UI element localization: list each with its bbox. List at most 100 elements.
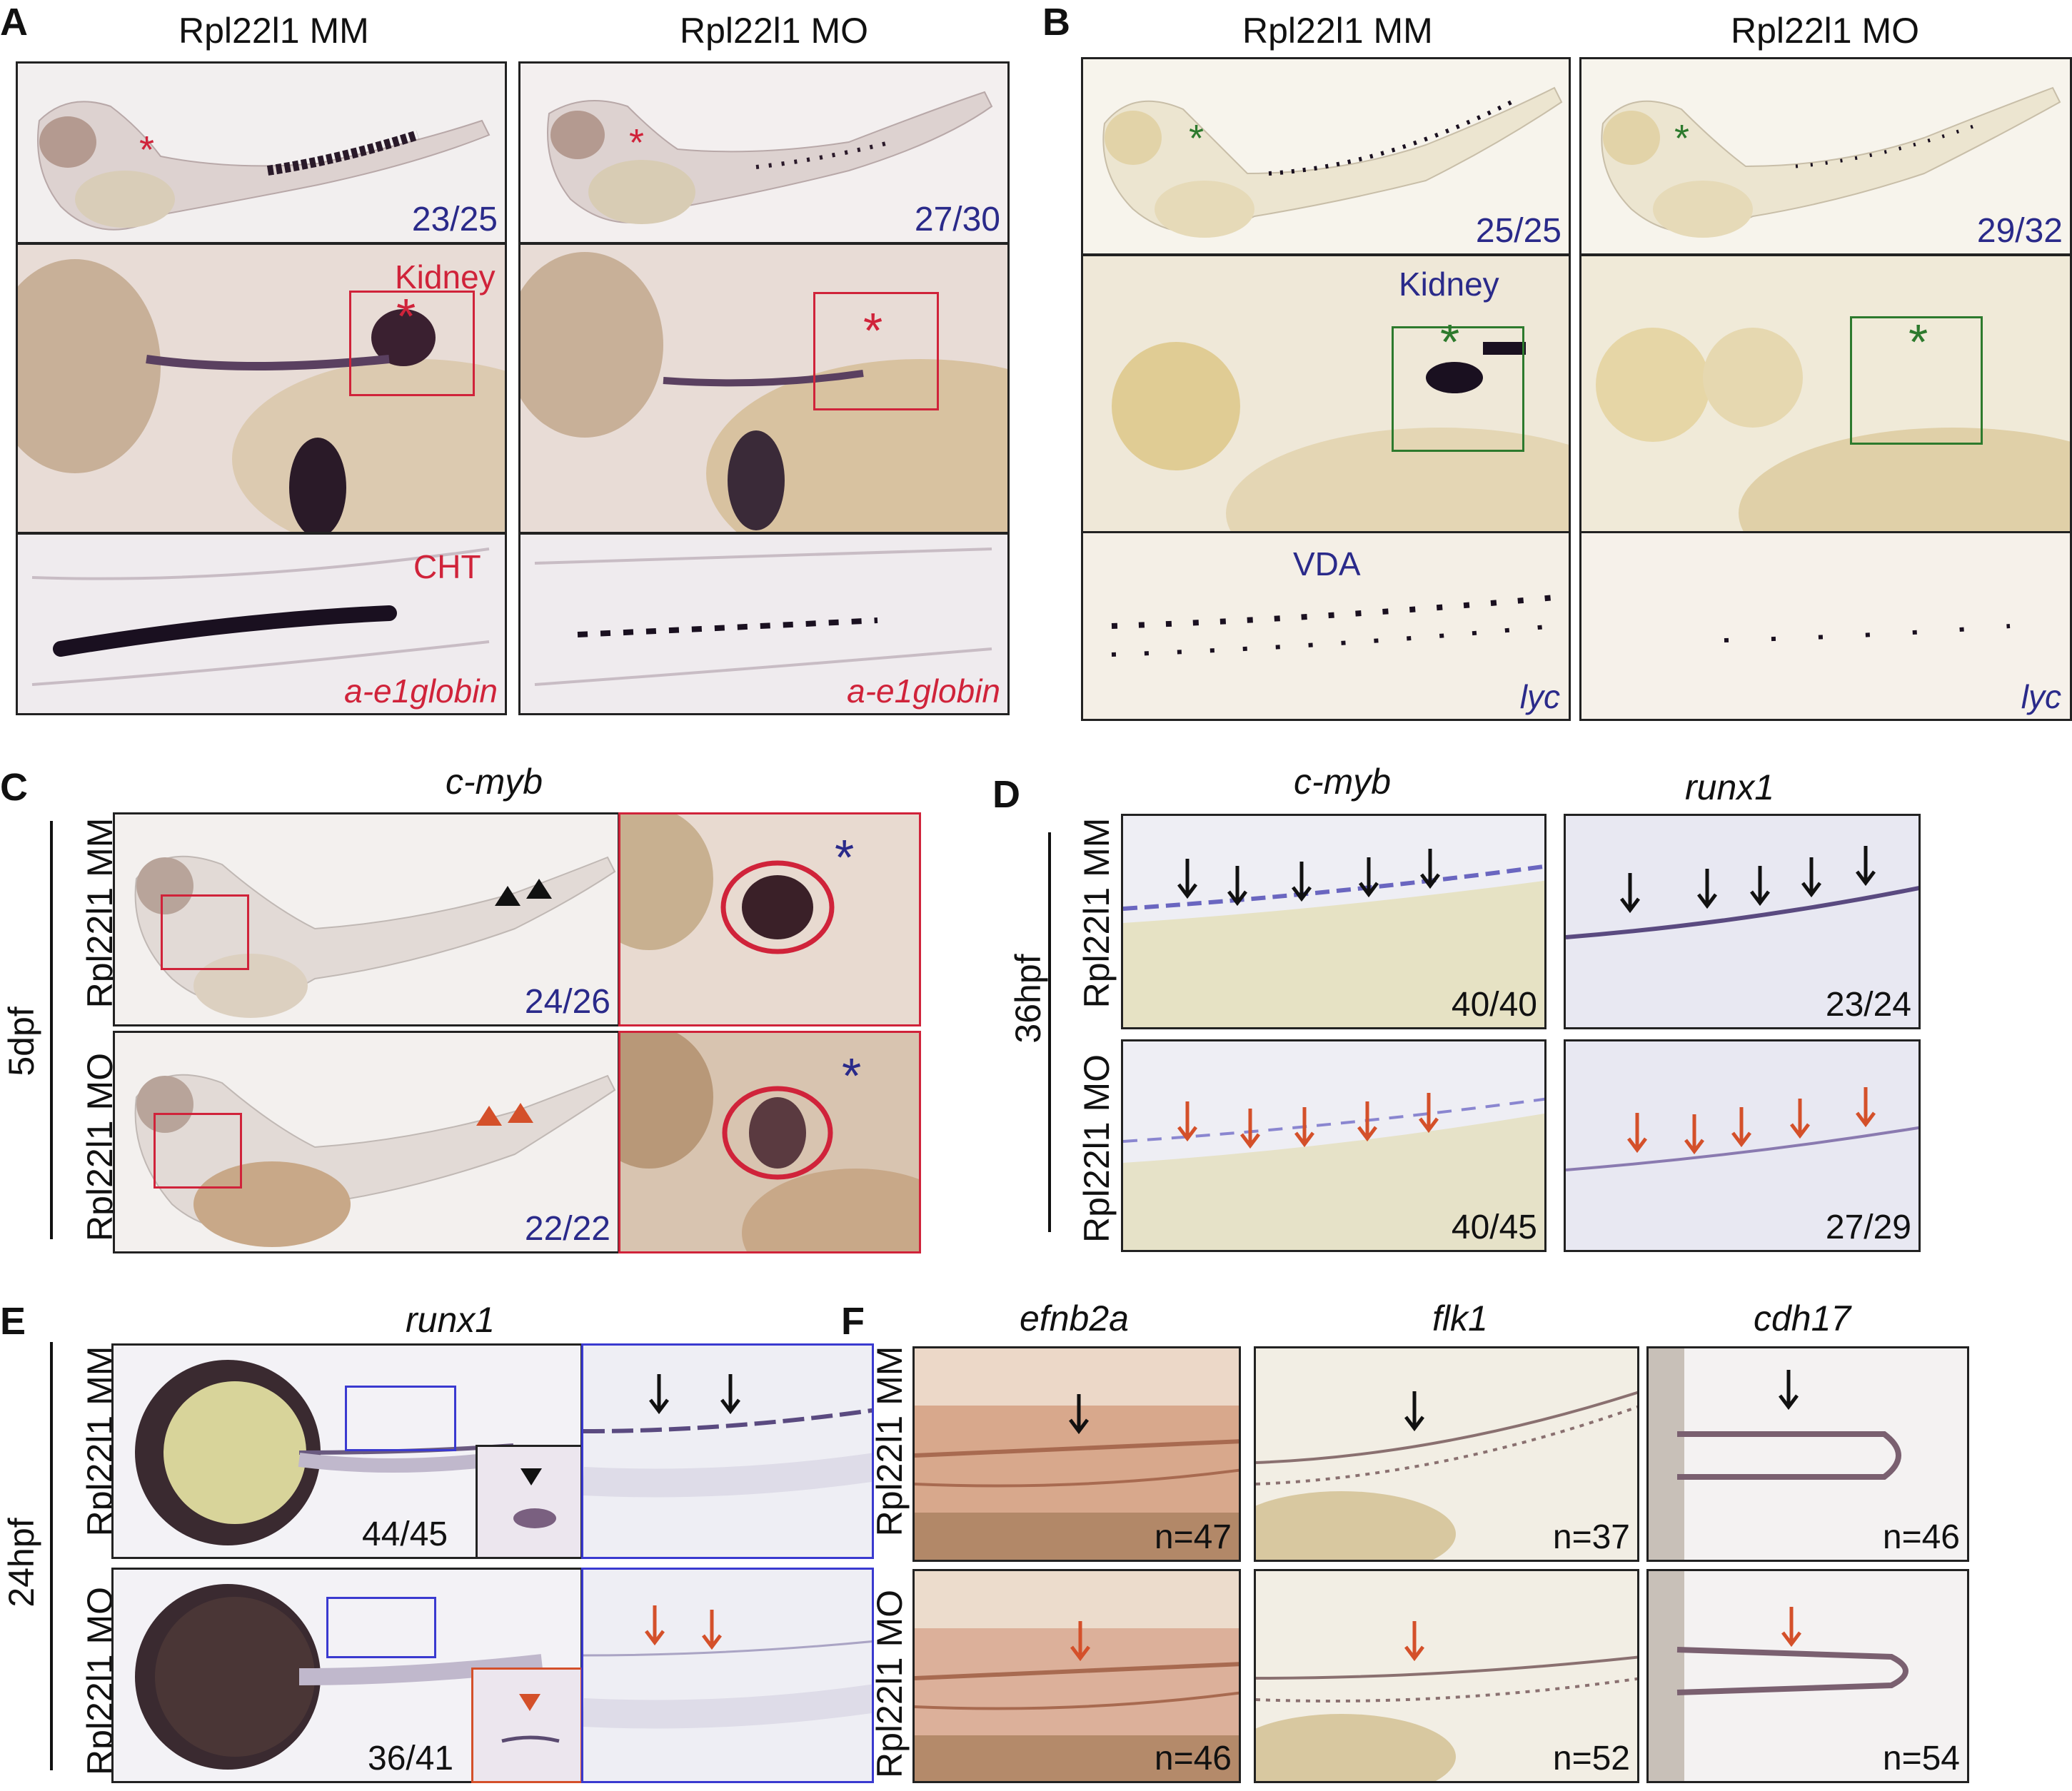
flk1-drawing-f-mm [1256,1391,1637,1560]
arrowhead [495,886,520,906]
cdh17-drawing-f-mo [1649,1571,1908,1781]
gene-label: lyc [2021,678,2061,715]
panel-letter-f: F [841,1300,865,1343]
region-box [154,1113,242,1189]
star-marker: * [396,288,416,344]
kidney-highlight-box [1392,326,1524,452]
embryo-drawing-b-mm [1102,86,1563,238]
kidney-closeup-a-mm: Kidney * [16,243,507,534]
flk1-image-f-mm: n=37 [1254,1346,1639,1562]
n-label: n=37 [1552,1518,1630,1556]
cht-drawing-a-mm [31,548,490,686]
embryo-drawing-a-mo [547,91,993,224]
gene-title-e: runx1 [406,1300,496,1340]
kidney-closeup-b-mo: * [1579,254,2072,534]
vda-drawing-b-mo [1724,624,2011,642]
gene-title-f1: efnb2a [1020,1298,1129,1338]
kidney-drawing-b-mo [1596,328,2070,532]
row-label-d-mm: Rpl22l1 MM [1077,817,1117,1009]
cmyb-image-d-mm: 40/40 [1121,814,1547,1029]
gene-label: a-e1globin [344,672,498,710]
fraction-label: 29/32 [1976,212,2063,250]
arrowhead [508,1103,533,1123]
kidney-highlight-box [349,291,475,396]
efnb2a-image-f-mm: n=47 [912,1346,1241,1562]
panel-letter-a: A [0,1,28,44]
arrowhead [476,1106,502,1126]
cht-image-a-mo: a-e1globin [518,533,1010,715]
cht-label: CHT [413,548,481,585]
row-divider-line [50,1342,53,1770]
kidney-highlight-box [1850,316,1983,445]
runx1-drawing-d-mm [1566,846,1918,939]
arrowhead [520,1468,542,1485]
closeup-drawing-e-mm [583,1374,872,1498]
cdh17-image-f-mo: n=54 [1646,1569,1969,1783]
cht-drawing-a-mo [534,548,992,686]
region-box [161,894,249,970]
flk1-image-f-mo: n=52 [1254,1569,1639,1783]
embryo-drawing-b-mo [1601,86,2061,238]
fraction-label: 27/29 [1825,1209,1911,1246]
vda-label: VDA [1293,545,1361,582]
runx1-drawing-d-mo [1566,1087,1918,1171]
vda-image-b-mm: VDA lyc [1081,531,1571,721]
closeup-drawing-c-mm [620,814,835,954]
cmyb-image-d-mo: 40/45 [1121,1039,1547,1252]
kidney-label: Kidney [395,258,496,296]
embryo-drawing-e-mo [135,1584,543,1770]
gene-label: lyc [1519,678,1560,715]
star-marker: * [629,121,645,164]
efnb2a-drawing-f-mm [915,1348,1239,1560]
embryo-drawing-c-mm [134,855,616,1018]
gene-title-d2: runx1 [1685,767,1775,807]
embryo-image-b-mm: * 25/25 [1081,57,1571,256]
gene-label: a-e1globin [847,672,1000,710]
row-label-f-mm: Rpl22l1 MM [870,1346,910,1537]
runx1-image-d-mo: 27/29 [1564,1039,1921,1252]
row-label-f-mo: Rpl22l1 MO [870,1590,910,1778]
arrowhead [526,879,552,899]
kidney-closeup-a-mo: * [518,243,1010,534]
arrowhead [519,1694,540,1711]
row-divider-line [1048,832,1051,1232]
fraction-label: 36/41 [368,1740,454,1777]
embryo-drawing-a-mm [37,101,491,231]
n-label: n=47 [1154,1518,1232,1556]
region-box [345,1386,456,1451]
fraction-label: 40/45 [1451,1209,1537,1246]
panel-letter-c: C [0,766,28,809]
embryo-image-c-mo: 22/22 [113,1031,620,1253]
closeup-drawing-e-mo [583,1605,872,1729]
gene-title-f2: flk1 [1432,1298,1488,1338]
star-marker: * [1674,117,1690,160]
fraction-label: 23/25 [411,201,498,238]
stage-label-c: 5dpf [1,1007,41,1076]
cmyb-drawing-d-mo [1123,1093,1544,1250]
col-label-b-mm: Rpl22l1 MM [1242,11,1433,51]
closeup-c-mo: * [618,1031,921,1253]
embryo-image-b-mo: * 29/32 [1579,57,2072,256]
inset-e-mo [471,1668,583,1783]
panel-letter-d: D [992,773,1020,816]
efnb2a-image-f-mo: n=46 [912,1569,1241,1783]
kidney-label: Kidney [1399,266,1499,303]
star-marker: * [835,829,855,885]
kidney-closeup-b-mm: Kidney * [1081,254,1571,534]
stage-label-e: 24hpf [1,1518,41,1608]
fraction-label: 27/30 [914,201,1000,238]
fraction-label: 40/40 [1451,986,1537,1024]
region-box [326,1597,436,1658]
panel-letter-b: B [1042,1,1070,44]
cht-image-a-mm: CHT a-e1globin [16,533,507,715]
embryo-image-c-mm: 24/26 [113,812,620,1026]
gene-title-d1: c-myb [1294,762,1392,802]
cdh17-image-f-mm: n=46 [1646,1346,1969,1562]
star-marker: * [139,128,155,171]
kidney-highlight-box [813,292,939,410]
gene-title-c: c-myb [446,762,543,802]
row-divider-line [50,821,53,1239]
col-label-a-mm: Rpl22l1 MM [178,11,369,51]
closeup-e-mm [581,1343,874,1559]
embryo-drawing-c-mo [134,1074,616,1247]
